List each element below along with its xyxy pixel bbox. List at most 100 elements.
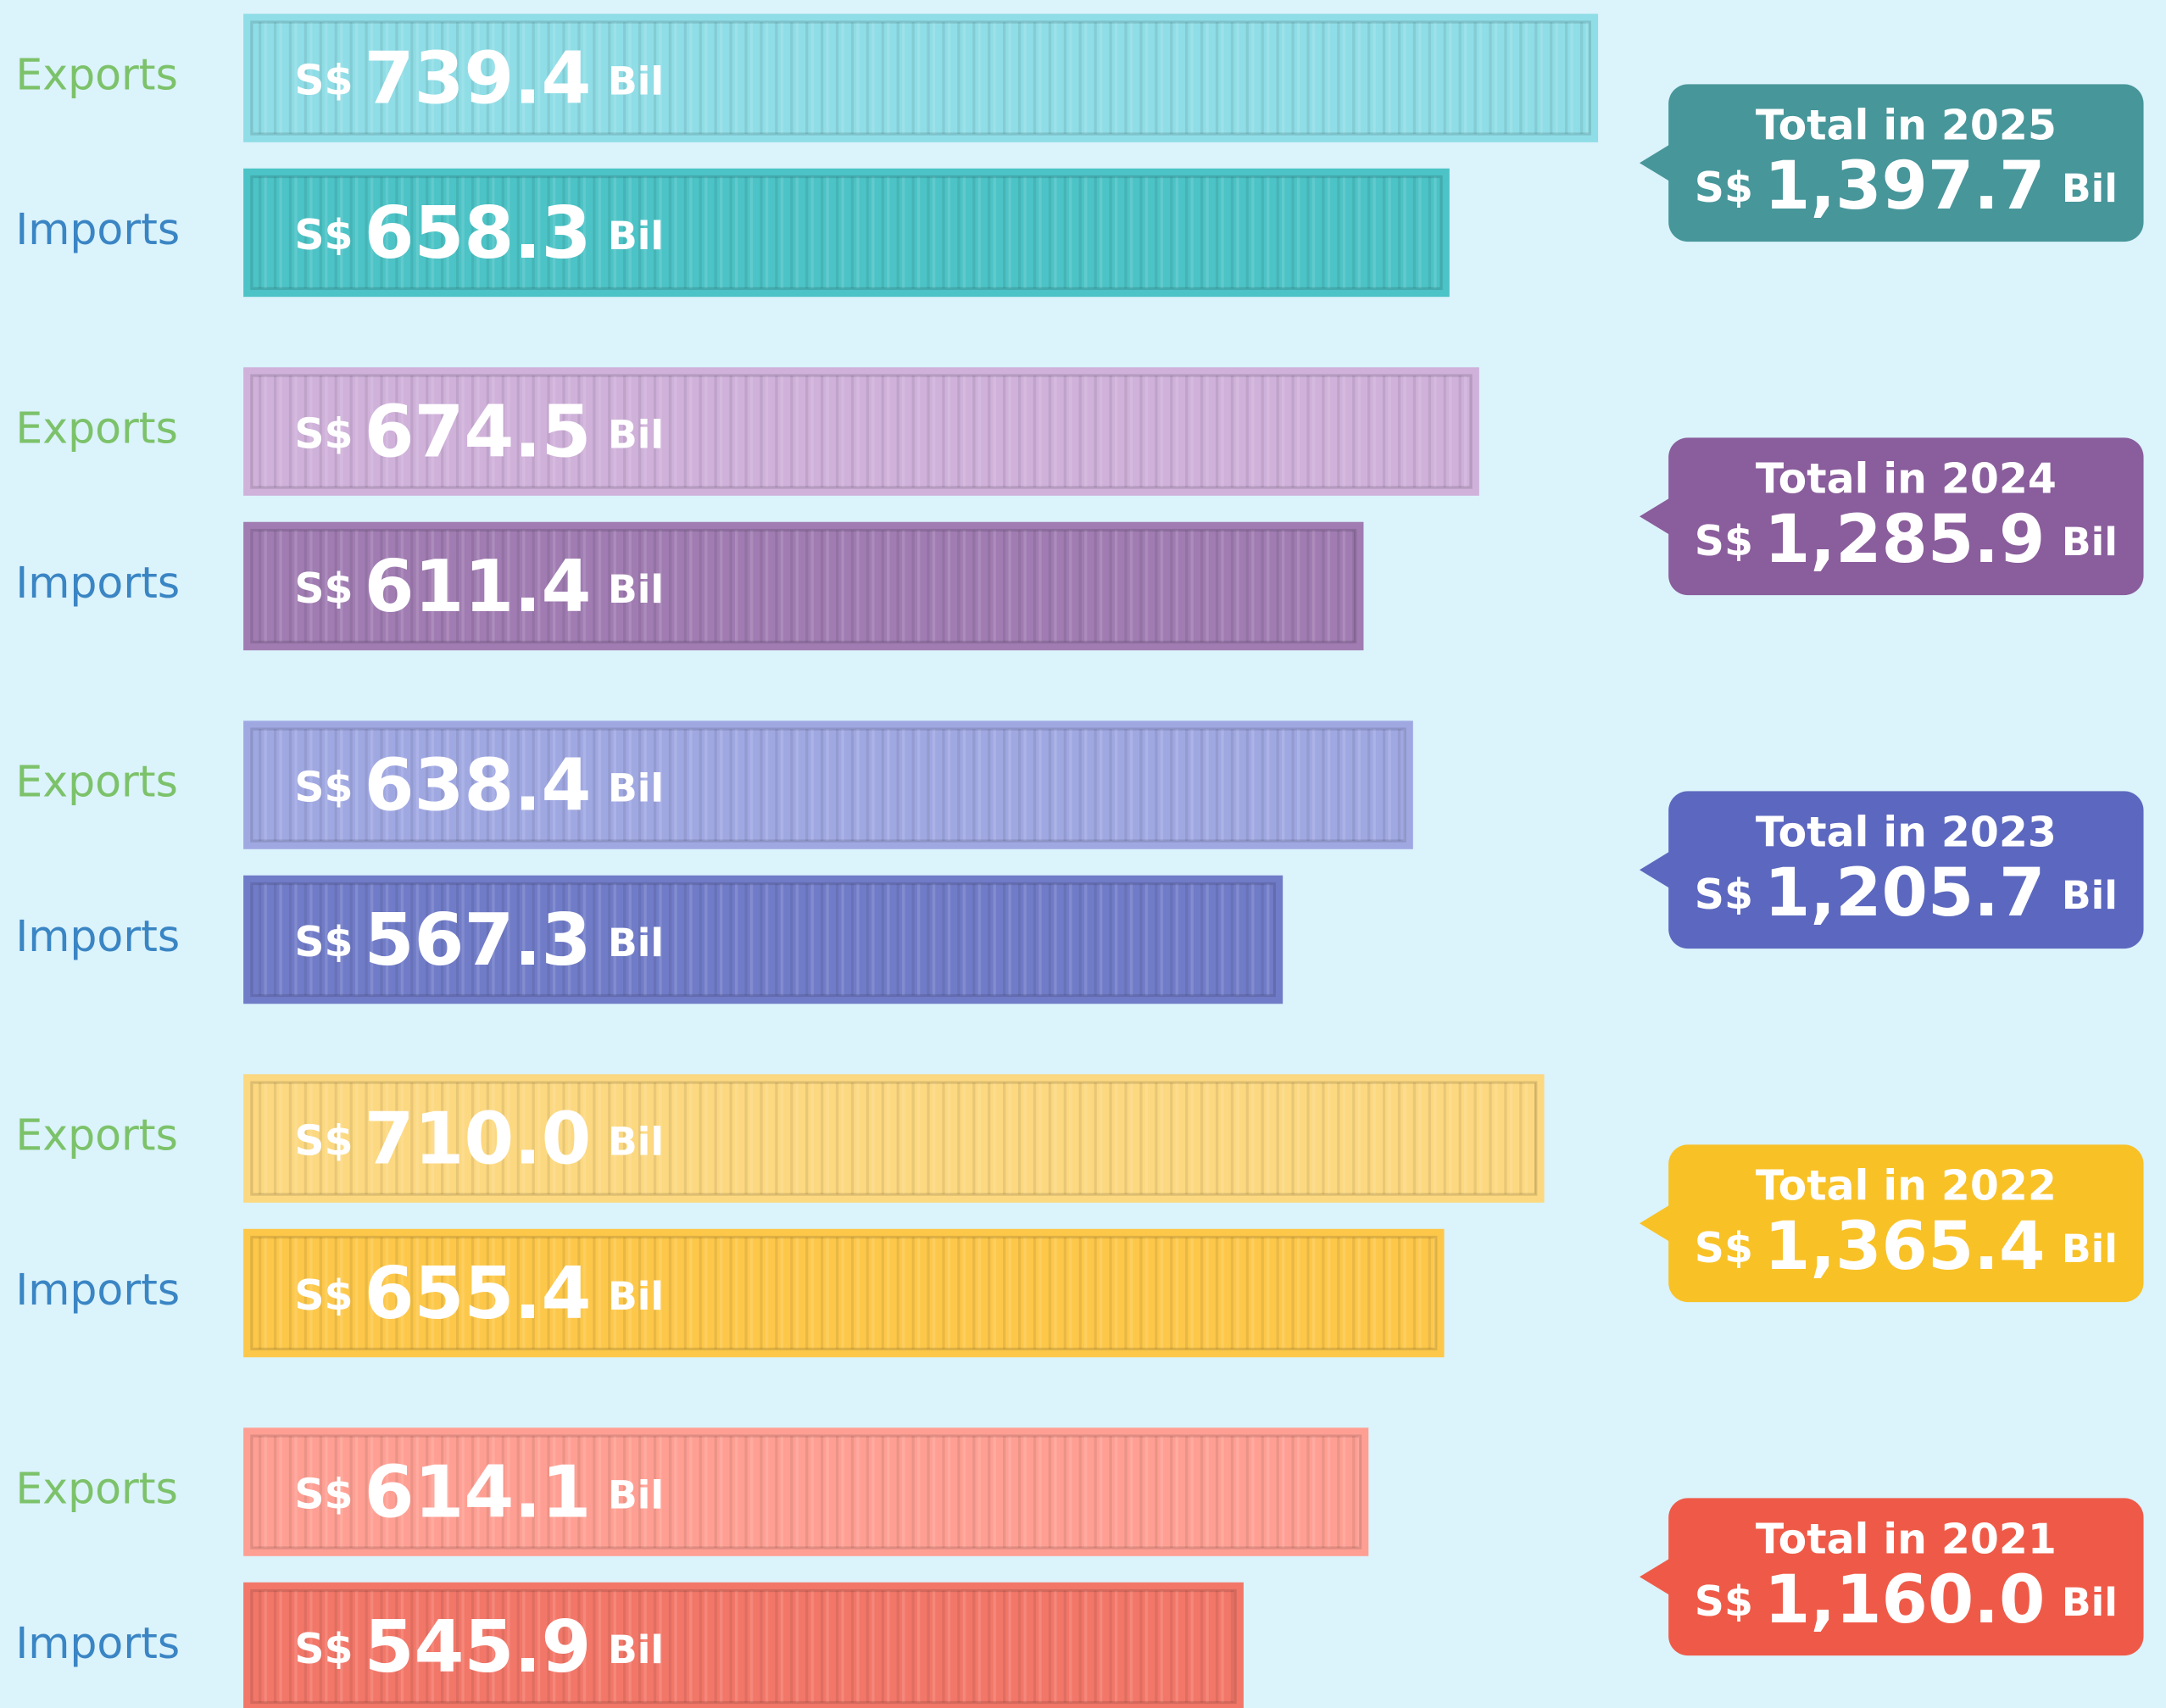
bar-value-label: S$ 614.1 Bil — [294, 1450, 664, 1534]
total-callout — [1639, 1557, 1672, 1597]
value: 1,205.7 — [1764, 854, 2045, 932]
currency: S$ — [1695, 517, 1753, 565]
container-ribs — [251, 1237, 1436, 1349]
series-label: Exports — [15, 1464, 178, 1514]
container-frame — [250, 20, 1591, 136]
currency: S$ — [294, 764, 353, 812]
series-label: Exports — [15, 50, 178, 100]
bar-value-label: S$ 674.5 Bil — [294, 390, 664, 474]
container-ribs — [251, 376, 1472, 488]
container-frame — [250, 374, 1473, 489]
unit: Bil — [2062, 1226, 2118, 1271]
total-value: S$ 1,397.7 Bil — [1695, 147, 2118, 225]
series-label: Imports — [15, 204, 180, 254]
container-frame — [250, 882, 1277, 998]
container-ribs — [251, 176, 1442, 289]
total-callout — [1639, 850, 1672, 890]
unit: Bil — [608, 765, 664, 810]
value: 611.4 — [365, 544, 592, 628]
unit: Bil — [608, 213, 664, 258]
series-label: Imports — [15, 1265, 180, 1315]
unit: Bil — [608, 1627, 664, 1672]
container-frame — [250, 528, 1357, 644]
value: 638.4 — [365, 743, 592, 827]
bar-value-label: S$ 710.0 Bil — [294, 1097, 664, 1181]
value: 658.3 — [365, 191, 592, 275]
value: 710.0 — [365, 1097, 592, 1181]
series-label: Exports — [15, 757, 178, 807]
total-box — [1668, 1144, 2144, 1303]
currency: S$ — [294, 565, 353, 613]
total-value: S$ 1,160.0 Bil — [1695, 1561, 2118, 1638]
total-value: S$ 1,365.4 Bil — [1695, 1208, 2118, 1285]
unit: Bil — [608, 1274, 664, 1319]
bar-value-label: S$ 739.4 Bil — [294, 36, 664, 120]
container-frame — [250, 1434, 1362, 1549]
total-callout — [1639, 143, 1672, 183]
unit: Bil — [608, 1119, 664, 1164]
value: 614.1 — [365, 1450, 592, 1534]
total-box — [1668, 1498, 2144, 1656]
currency: S$ — [294, 410, 353, 459]
series-label: Imports — [15, 1618, 180, 1668]
bar-value-label: S$ 658.3 Bil — [294, 191, 664, 275]
value: 655.4 — [365, 1251, 592, 1335]
bar-value-label: S$ 638.4 Bil — [294, 743, 664, 827]
value: 674.5 — [365, 390, 592, 474]
total-label: Total in 2025 — [1756, 101, 2057, 149]
currency: S$ — [1695, 164, 1753, 212]
unit: Bil — [2062, 165, 2118, 210]
currency: S$ — [294, 211, 353, 259]
container-ribs — [251, 729, 1406, 842]
container-frame — [250, 1081, 1538, 1196]
container-ribs — [251, 1590, 1236, 1703]
total-label: Total in 2023 — [1756, 809, 2057, 857]
container-ribs — [251, 22, 1590, 135]
container-frame — [250, 727, 1406, 843]
total-value: S$ 1,285.9 Bil — [1695, 501, 2118, 578]
total-box — [1668, 84, 2144, 242]
series-label: Exports — [15, 1110, 178, 1160]
total-callout — [1639, 1204, 1672, 1243]
value: 739.4 — [365, 36, 592, 120]
container-ribs — [251, 1082, 1536, 1195]
unit: Bil — [2062, 519, 2118, 564]
total-box — [1668, 437, 2144, 596]
currency: S$ — [294, 1271, 353, 1320]
currency: S$ — [1695, 1224, 1753, 1272]
currency: S$ — [1695, 871, 1753, 919]
series-label: Imports — [15, 558, 180, 608]
total-callout — [1639, 497, 1672, 537]
currency: S$ — [1695, 1577, 1753, 1626]
unit: Bil — [608, 567, 664, 612]
series-label: Imports — [15, 911, 180, 961]
total-label: Total in 2021 — [1756, 1516, 2057, 1564]
value: 1,285.9 — [1764, 501, 2045, 578]
currency: S$ — [294, 918, 353, 966]
bar-value-label: S$ 655.4 Bil — [294, 1251, 664, 1335]
unit: Bil — [2062, 872, 2118, 917]
container-ribs — [251, 530, 1356, 643]
currency: S$ — [294, 1471, 353, 1519]
container-frame — [250, 1588, 1237, 1705]
bar-value-label: S$ 545.9 Bil — [294, 1605, 664, 1689]
unit: Bil — [608, 1472, 664, 1517]
total-box — [1668, 791, 2144, 949]
container-ribs — [251, 883, 1275, 996]
value: 1,365.4 — [1764, 1208, 2045, 1285]
value: 1,397.7 — [1764, 147, 2045, 225]
total-label: Total in 2024 — [1756, 455, 2057, 503]
series-label: Exports — [15, 403, 178, 453]
currency: S$ — [294, 1625, 353, 1673]
currency: S$ — [294, 57, 353, 105]
unit: Bil — [608, 58, 664, 103]
unit: Bil — [608, 921, 664, 965]
value: 1,160.0 — [1764, 1561, 2045, 1638]
bar-value-label: S$ 611.4 Bil — [294, 544, 664, 628]
container-ribs — [251, 1436, 1361, 1549]
container-frame — [250, 1235, 1438, 1351]
bar-value-label: S$ 567.3 Bil — [294, 898, 664, 982]
total-value: S$ 1,205.7 Bil — [1695, 854, 2118, 932]
unit: Bil — [608, 412, 664, 457]
value: 545.9 — [365, 1605, 592, 1689]
